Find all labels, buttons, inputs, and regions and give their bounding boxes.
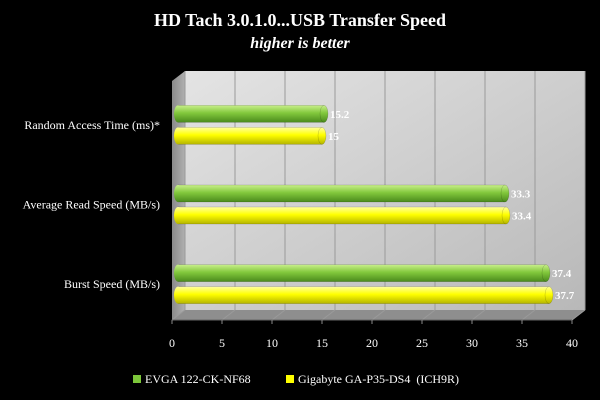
gridline-floor: [571, 309, 586, 321]
bar-start-cap: [174, 105, 182, 123]
category-labels: Random Access Time (ms)* Average Read Spe…: [23, 118, 160, 291]
legend-label-gigabyte: Gigabyte GA-P35-DS4 (ICH9R): [298, 372, 459, 386]
data-label: 33.4: [512, 211, 532, 223]
x-tick-label: 20: [366, 336, 378, 350]
gridline-floor: [521, 309, 536, 321]
bar-evga: [177, 264, 547, 282]
data-label: 15: [328, 131, 340, 143]
legend-swatch-evga: [133, 375, 141, 383]
data-label: 37.4: [552, 268, 572, 280]
bar-end-cap: [500, 184, 510, 203]
bar-gigabyte: [177, 206, 507, 225]
gridline-floor: [321, 309, 336, 321]
gridline-floor: [221, 309, 236, 321]
gridline-floor: [271, 309, 286, 321]
legend: EVGA 122-CK-NF68 Gigabyte GA-P35-DS4 (IC…: [133, 372, 459, 386]
plot-area: [171, 71, 586, 321]
x-tick-label: 25: [416, 336, 428, 350]
bar-evga: [177, 105, 325, 123]
bar-start-cap: [174, 286, 182, 304]
x-tick-label: 0: [169, 336, 175, 350]
bar-end-cap: [319, 105, 329, 123]
bar-end-cap: [541, 264, 551, 282]
data-label: 33.3: [511, 189, 531, 201]
bar-start-cap: [174, 264, 182, 282]
bar-start-cap: [174, 127, 182, 145]
x-tick-label: 35: [516, 336, 528, 350]
category-label: Average Read Speed (MB/s): [23, 198, 160, 212]
x-tick-label: 40: [566, 336, 578, 350]
x-tick-label: 15: [316, 336, 328, 350]
bars: [174, 105, 554, 304]
gridline-floor: [171, 309, 186, 321]
bar-start-cap: [174, 207, 182, 224]
x-axis-ticks: 0 5 10 15 20 25 30 35 40: [169, 320, 578, 350]
bar-end-cap: [317, 127, 327, 145]
bar-evga: [177, 184, 506, 203]
gridline-floor: [371, 309, 386, 321]
legend-swatch-gigabyte: [286, 375, 294, 383]
chart-subtitle: higher is better: [250, 35, 350, 52]
bar-end-cap: [501, 206, 511, 225]
bar-gigabyte: [177, 127, 323, 145]
gridline-floor: [421, 309, 436, 321]
legend-label-evga: EVGA 122-CK-NF68: [145, 372, 251, 386]
category-label: Random Access Time (ms)*: [24, 118, 160, 132]
bar-gigabyte: [177, 286, 550, 304]
x-tick-label: 10: [266, 336, 278, 350]
value-labels: 15.2 15 33.3 33.4 37.4 37.7: [328, 109, 575, 302]
gridline-floor: [471, 309, 486, 321]
data-label: 37.7: [555, 290, 575, 302]
category-label: Burst Speed (MB/s): [64, 277, 160, 291]
bar-start-cap: [174, 185, 182, 202]
x-tick-label: 5: [219, 336, 225, 350]
data-label: 15.2: [330, 109, 350, 121]
bar-end-cap: [544, 286, 554, 304]
x-tick-label: 30: [466, 336, 478, 350]
chart-title: HD Tach 3.0.1.0...USB Transfer Speed: [154, 10, 446, 30]
